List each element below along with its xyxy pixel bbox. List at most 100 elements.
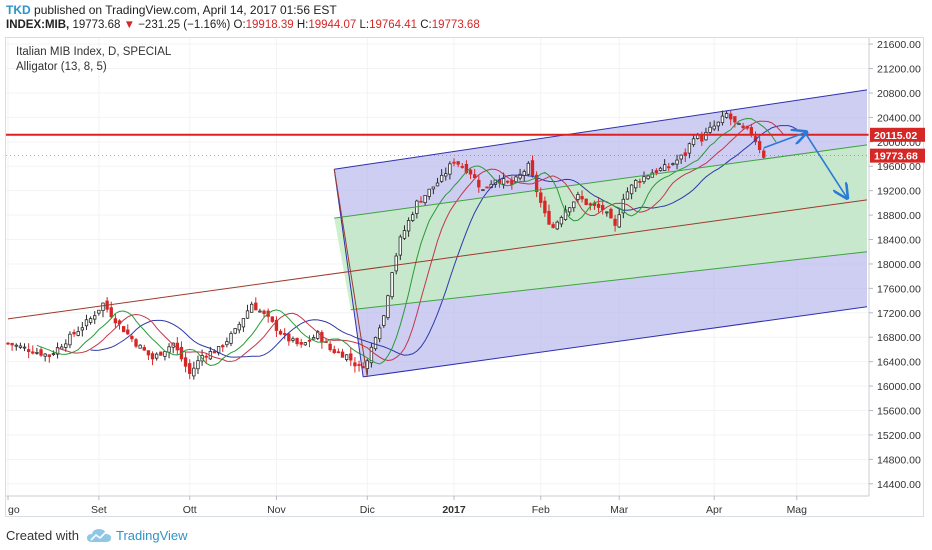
- candle-body: [299, 341, 303, 345]
- legend-title: Italian MIB Index, D, SPECIAL: [16, 46, 172, 58]
- candle-body: [113, 318, 118, 324]
- candle-body: [146, 350, 151, 356]
- candle-body: [278, 330, 283, 335]
- candle-body: [26, 349, 31, 352]
- candle-body: [625, 191, 630, 200]
- candle-body: [700, 135, 704, 142]
- candle-body: [526, 162, 531, 175]
- time-tick-label: Nov: [267, 504, 286, 516]
- candle-body: [572, 201, 576, 209]
- candle-body: [76, 331, 80, 336]
- candle-body: [394, 255, 398, 272]
- candle-body: [138, 344, 142, 349]
- candle-body: [254, 302, 258, 311]
- publication-line: TKD published on TradingView.com, April …: [6, 3, 337, 17]
- candle-body: [154, 353, 159, 359]
- candle-body: [448, 163, 452, 175]
- legend-indicator[interactable]: Alligator (13, 8, 5): [16, 61, 107, 73]
- candle-body: [328, 343, 332, 351]
- candle-body: [88, 318, 93, 323]
- price-chart[interactable]: 21600.0021200.0020800.0020400.0020000.00…: [0, 0, 932, 522]
- candle-body: [658, 167, 663, 171]
- close-label: C:: [420, 19, 432, 31]
- price-label-box: [870, 127, 925, 142]
- time-axis[interactable]: go Set Ott Nov Dic 2017 Feb Mar Apr Mag: [6, 495, 869, 516]
- time-tick-label: Mag: [787, 504, 808, 516]
- candle-body: [675, 159, 679, 165]
- price-label-box: [870, 148, 925, 163]
- down-arrow-icon: ▼: [123, 19, 136, 31]
- candle-body: [439, 174, 444, 182]
- price-tick-label: 14800.00: [877, 454, 921, 466]
- candle-body: [427, 188, 431, 197]
- candle-body: [576, 194, 580, 200]
- candle-body: [35, 352, 39, 354]
- inner-top-line: [334, 144, 868, 219]
- candle-body: [398, 236, 403, 256]
- tradingview-brand[interactable]: TradingView: [116, 528, 188, 543]
- footer: Created with TradingView: [0, 522, 932, 550]
- candle-body: [642, 176, 646, 183]
- candle-body: [708, 126, 712, 133]
- candle-body: [130, 335, 134, 340]
- published-text: published on TradingView.com, April 14, …: [34, 3, 337, 17]
- candle-body: [6, 342, 10, 345]
- candle-body: [72, 331, 76, 335]
- projection-down-arrow: [804, 132, 846, 197]
- time-tick-label: 2017: [442, 504, 466, 516]
- candle-body: [55, 347, 60, 355]
- candle-body: [667, 166, 671, 169]
- price-tick-label: 19200.00: [877, 186, 921, 198]
- candle-body: [287, 333, 291, 342]
- candle-body: [662, 164, 667, 171]
- candle-body: [340, 351, 345, 358]
- candles: [6, 110, 766, 380]
- price-tick-label: 15200.00: [877, 430, 921, 442]
- candle-body: [613, 218, 617, 226]
- candle-body: [262, 310, 266, 314]
- close-value: 19773.68: [431, 19, 480, 31]
- candle-body: [233, 328, 237, 334]
- candle-body: [563, 209, 568, 220]
- candle-body: [609, 208, 613, 219]
- alligator-jaw-line: [90, 125, 798, 358]
- candle-body: [101, 302, 105, 311]
- candle-body: [97, 309, 101, 314]
- author-name[interactable]: TKD: [6, 3, 31, 17]
- candle-body: [159, 351, 163, 356]
- candle-body: [456, 161, 460, 165]
- time-tick-label: Mar: [610, 504, 629, 516]
- candle-body: [431, 186, 436, 190]
- candle-body: [423, 195, 427, 204]
- candle-body: [245, 310, 250, 319]
- candle-body: [64, 343, 68, 348]
- candle-body: [229, 333, 233, 344]
- trend-drawings: [6, 89, 869, 378]
- candle-body: [386, 295, 390, 319]
- candle-body: [733, 116, 737, 123]
- candle-body: [196, 360, 200, 370]
- time-tick-label: Feb: [532, 504, 550, 516]
- candle-body: [192, 367, 196, 377]
- candle-body: [258, 310, 262, 313]
- channel-left-edge: [333, 169, 364, 377]
- candle-body: [638, 181, 642, 183]
- candle-body: [150, 353, 155, 360]
- candle-body: [126, 329, 130, 335]
- price-axis[interactable]: 21600.0021200.0020800.0020400.0020000.00…: [868, 38, 921, 496]
- candle-body: [687, 143, 692, 154]
- candle-body: [14, 344, 18, 347]
- candle-body: [47, 354, 51, 357]
- symbol-label: INDEX:MIB,: [6, 19, 70, 31]
- candle-body: [373, 336, 378, 350]
- candle-body: [584, 198, 588, 205]
- candle-body: [382, 315, 386, 326]
- candle-body: [704, 131, 708, 141]
- candle-body: [543, 200, 547, 214]
- candle-body: [109, 307, 113, 318]
- candle-body: [567, 207, 572, 213]
- pitchfork-handle: [333, 169, 368, 377]
- price-tick-label: 16400.00: [877, 357, 921, 369]
- candle-body: [336, 351, 341, 354]
- candle-body: [295, 337, 299, 345]
